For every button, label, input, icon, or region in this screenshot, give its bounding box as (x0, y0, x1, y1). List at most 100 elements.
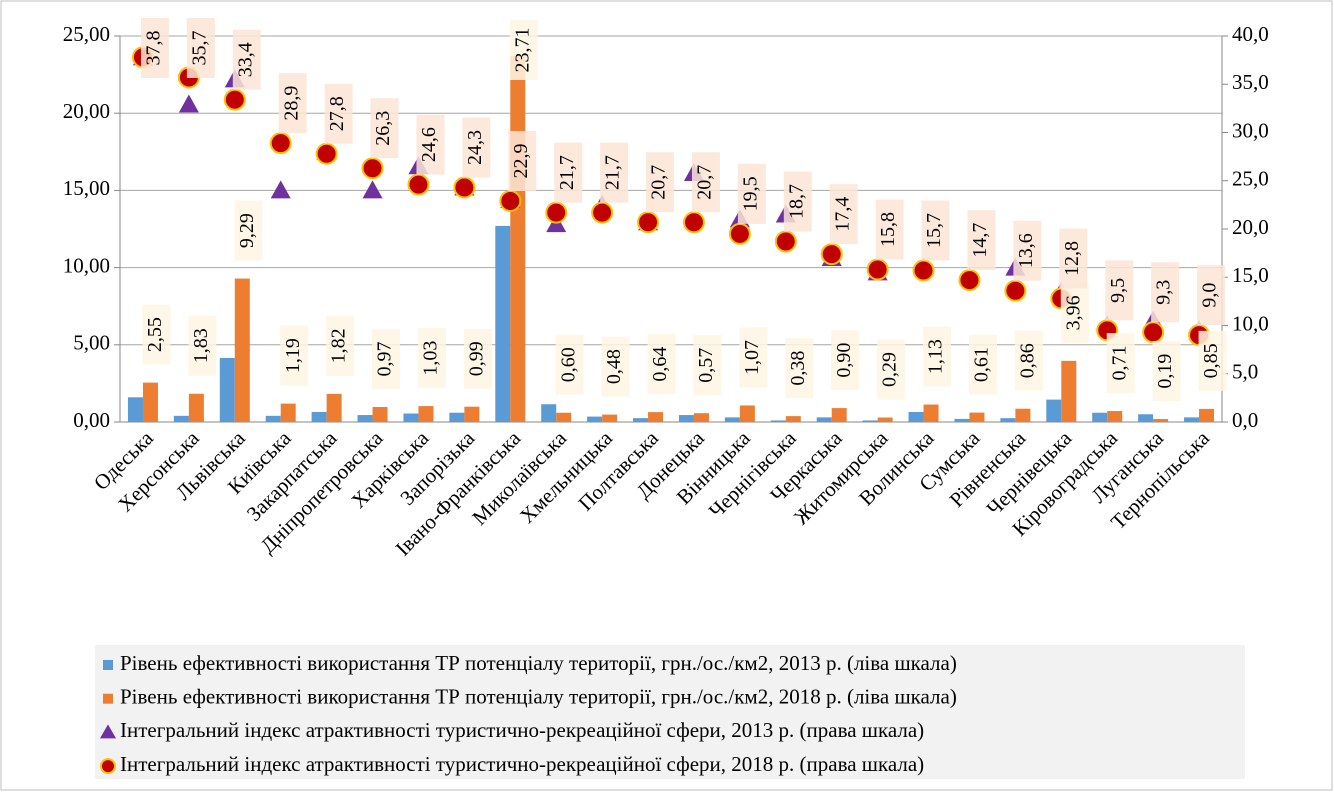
bar (1184, 417, 1200, 422)
y2-tick-label: 40,0 (1232, 22, 1269, 46)
triangle-marker (362, 180, 383, 199)
bar (587, 416, 603, 422)
label-box (1152, 341, 1181, 402)
data-label: 1,82 (328, 328, 350, 363)
bar (739, 405, 755, 422)
y-tick-label: 25,00 (63, 22, 110, 46)
bar (265, 415, 281, 422)
circle-marker (591, 201, 614, 224)
bar (1046, 399, 1062, 422)
data-label: 33,4 (234, 42, 256, 77)
label-box (554, 142, 583, 203)
bar (280, 403, 296, 422)
legend-swatch (103, 693, 113, 704)
bar (1061, 360, 1077, 422)
data-label: 1,13 (925, 339, 947, 374)
bar (311, 411, 327, 422)
data-label: 0,48 (603, 349, 625, 384)
triangle-marker (178, 94, 199, 113)
label-box (968, 334, 997, 395)
data-label: 21,7 (556, 155, 578, 190)
label-box (188, 315, 217, 376)
circle-marker (774, 230, 797, 253)
bar (633, 418, 649, 422)
y-tick-label: 20,00 (63, 99, 110, 123)
data-label: 13,6 (1015, 233, 1037, 268)
bar (1199, 408, 1215, 422)
label-box (1197, 265, 1226, 326)
bar (188, 393, 204, 422)
bar (862, 420, 878, 422)
data-label: 1,19 (282, 338, 304, 373)
bar (602, 414, 618, 422)
data-label: 9,29 (236, 213, 258, 248)
data-label: 21,7 (602, 155, 624, 190)
bar (541, 404, 557, 422)
data-label: 0,60 (557, 347, 579, 382)
data-label: 0,61 (971, 347, 993, 382)
bar (1000, 418, 1016, 422)
data-label: 9,0 (1199, 283, 1221, 308)
legend-box (95, 645, 1245, 779)
data-label: 1,07 (741, 340, 763, 375)
data-label: 23,71 (511, 28, 533, 73)
label-box (234, 200, 263, 261)
data-label: 27,8 (326, 96, 348, 131)
data-label: 35,7 (188, 31, 210, 66)
label-box (370, 98, 399, 159)
bar (923, 404, 939, 422)
bar (831, 408, 847, 422)
data-label: 15,8 (877, 212, 899, 247)
bar (173, 415, 189, 422)
circle-marker (269, 132, 292, 155)
data-label: 19,5 (739, 176, 761, 211)
y2-tick-label: 25,0 (1232, 167, 1269, 191)
bar (1107, 411, 1123, 422)
bar (1153, 419, 1169, 422)
data-label: 0,85 (1200, 343, 1222, 378)
bar (510, 55, 526, 422)
data-label: 0,86 (1016, 343, 1038, 378)
bar (785, 416, 801, 422)
y2-tick-label: 15,0 (1232, 263, 1269, 287)
label-box (1105, 260, 1134, 321)
bar (372, 407, 388, 422)
data-label: 15,7 (923, 213, 945, 248)
label-box (831, 330, 860, 391)
data-label: 12,8 (1061, 241, 1083, 276)
label-box (691, 152, 720, 213)
label-box (326, 315, 355, 376)
circle-marker (912, 259, 935, 282)
y-tick-label: 5,00 (73, 331, 110, 355)
data-label: 0,71 (1108, 346, 1130, 381)
data-label: 20,7 (648, 165, 670, 200)
data-label: 0,57 (695, 348, 717, 383)
label-box (647, 334, 676, 395)
circle-marker (958, 269, 981, 292)
bar (142, 382, 158, 422)
bar (357, 415, 373, 422)
data-label: 1,83 (190, 328, 212, 363)
y-tick-label: 10,00 (63, 253, 110, 277)
legend-label: Інтегральний індекс атрактивності турист… (120, 752, 924, 776)
data-label: 20,7 (694, 165, 716, 200)
data-label: 0,64 (649, 347, 671, 382)
data-label: 3,96 (1062, 295, 1084, 330)
label-box (1198, 330, 1227, 391)
data-label: 37,8 (143, 31, 165, 66)
data-label: 0,29 (879, 352, 901, 387)
data-label: 0,38 (787, 351, 809, 386)
label-box (324, 83, 353, 144)
label-box (877, 339, 906, 400)
circle-marker (407, 173, 430, 196)
bar (495, 225, 511, 422)
bar (418, 406, 434, 422)
data-label: 2,55 (144, 317, 166, 352)
bar (908, 411, 924, 422)
label-box (278, 73, 307, 134)
label-box (1059, 228, 1088, 289)
label-box (646, 152, 675, 213)
y2-tick-label: 0,0 (1232, 408, 1258, 432)
data-label: 24,3 (464, 130, 486, 165)
